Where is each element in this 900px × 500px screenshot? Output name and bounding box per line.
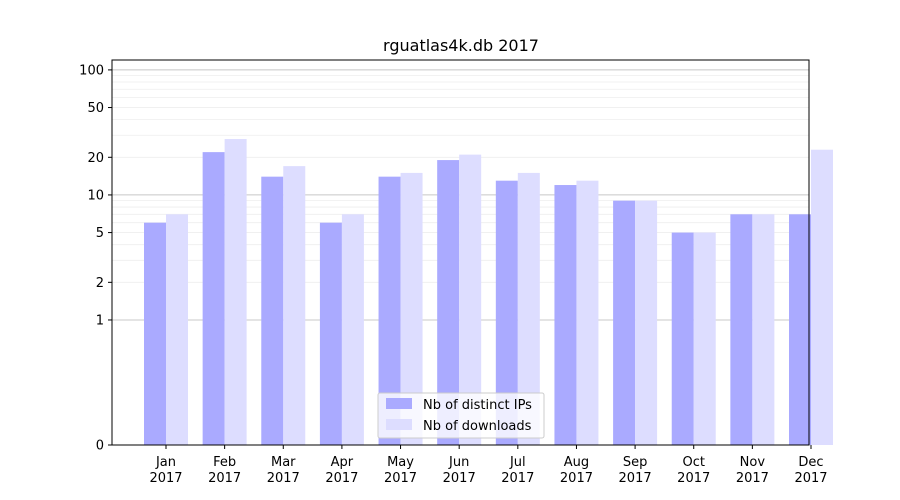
x-axis-ticks: Jan2017Feb2017Mar2017Apr2017May2017Jun20… xyxy=(149,445,828,486)
x-tick-label: Feb xyxy=(213,455,236,470)
x-tick-label: May xyxy=(387,455,414,470)
legend-swatch-distinct-ips xyxy=(386,398,412,409)
y-tick-label: 100 xyxy=(79,63,104,78)
y-tick-label: 1 xyxy=(96,313,104,328)
bar-downloads xyxy=(752,214,775,445)
legend-box xyxy=(377,392,545,439)
bar-distinct-ips xyxy=(202,152,225,445)
bar-downloads xyxy=(283,166,306,445)
x-tick-label: Aug xyxy=(564,455,589,470)
axes xyxy=(111,59,810,446)
y-tick-label: 2 xyxy=(96,276,104,291)
bar-downloads xyxy=(576,180,599,445)
bar-distinct-ips xyxy=(495,180,518,445)
bars xyxy=(144,139,833,446)
bar-downloads xyxy=(517,172,540,445)
bar-distinct-ips xyxy=(613,200,636,445)
x-tick-label: Oct xyxy=(682,455,704,470)
y-axis-ticks: 0 1 2 5 10 20 50 100 xyxy=(79,63,112,454)
bar-downloads xyxy=(459,154,482,446)
x-tick-label: Sep xyxy=(623,455,648,470)
y-tick-label: 50 xyxy=(87,101,104,116)
x-tick-label: 2017 xyxy=(208,471,241,486)
x-tick-label: 2017 xyxy=(149,471,182,486)
x-tick-label: Nov xyxy=(740,455,766,470)
x-tick-label: 2017 xyxy=(501,471,534,486)
bar-distinct-ips xyxy=(437,160,460,445)
legend-label-distinct-ips: Nb of distinct IPs xyxy=(423,398,532,413)
bar-distinct-ips xyxy=(319,222,342,445)
x-tick-label: 2017 xyxy=(736,471,769,486)
x-tick-label: Dec xyxy=(798,455,823,470)
x-tick-label: 2017 xyxy=(560,471,593,486)
y-tick-label: 0 xyxy=(96,439,104,454)
x-tick-label: Jul xyxy=(509,455,526,470)
x-tick-label: Mar xyxy=(271,455,296,470)
x-tick-label: 2017 xyxy=(325,471,358,486)
bar-distinct-ips xyxy=(144,222,166,445)
bar-distinct-ips xyxy=(671,232,694,445)
bar-downloads xyxy=(341,214,364,445)
bar-downloads xyxy=(224,139,247,445)
bar-downloads xyxy=(635,200,658,445)
legend-label-downloads: Nb of downloads xyxy=(423,419,532,434)
bar-downloads xyxy=(166,214,188,445)
x-tick-label: 2017 xyxy=(619,471,652,486)
x-tick-label: Jan xyxy=(155,455,176,470)
x-tick-label: Apr xyxy=(331,455,354,470)
x-tick-label: Jun xyxy=(448,455,469,470)
plot-frame xyxy=(111,59,810,446)
y-tick-label: 20 xyxy=(87,151,104,166)
legend: Nb of distinct IPs Nb of downloads xyxy=(377,392,545,439)
chart-title: rguatlas4k.db 2017 xyxy=(383,36,539,55)
x-tick-label: 2017 xyxy=(794,471,827,486)
bar-downloads xyxy=(693,232,716,445)
bar-distinct-ips xyxy=(789,214,811,445)
x-tick-label: 2017 xyxy=(677,471,710,486)
y-tick-label: 10 xyxy=(87,188,104,203)
bar-downloads xyxy=(400,172,423,445)
bar-distinct-ips xyxy=(730,214,753,445)
y-tick-label: 5 xyxy=(96,226,104,241)
x-tick-label: 2017 xyxy=(443,471,476,486)
x-tick-label: 2017 xyxy=(384,471,417,486)
bar-distinct-ips xyxy=(261,176,284,445)
bar-distinct-ips xyxy=(554,185,577,445)
bar-distinct-ips xyxy=(378,176,401,445)
x-tick-label: 2017 xyxy=(267,471,300,486)
bar-downloads xyxy=(811,149,833,446)
legend-swatch-downloads xyxy=(386,419,412,430)
